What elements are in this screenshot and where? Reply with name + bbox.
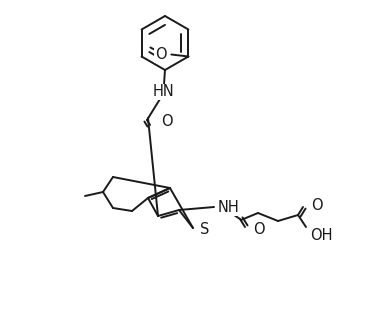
Text: NH: NH bbox=[218, 200, 240, 215]
Text: S: S bbox=[200, 222, 209, 237]
Text: HN: HN bbox=[152, 85, 174, 99]
Text: O: O bbox=[311, 197, 322, 213]
Text: OH: OH bbox=[310, 228, 332, 242]
Text: O: O bbox=[253, 221, 265, 236]
Text: O: O bbox=[155, 47, 167, 62]
Text: O: O bbox=[161, 114, 173, 130]
